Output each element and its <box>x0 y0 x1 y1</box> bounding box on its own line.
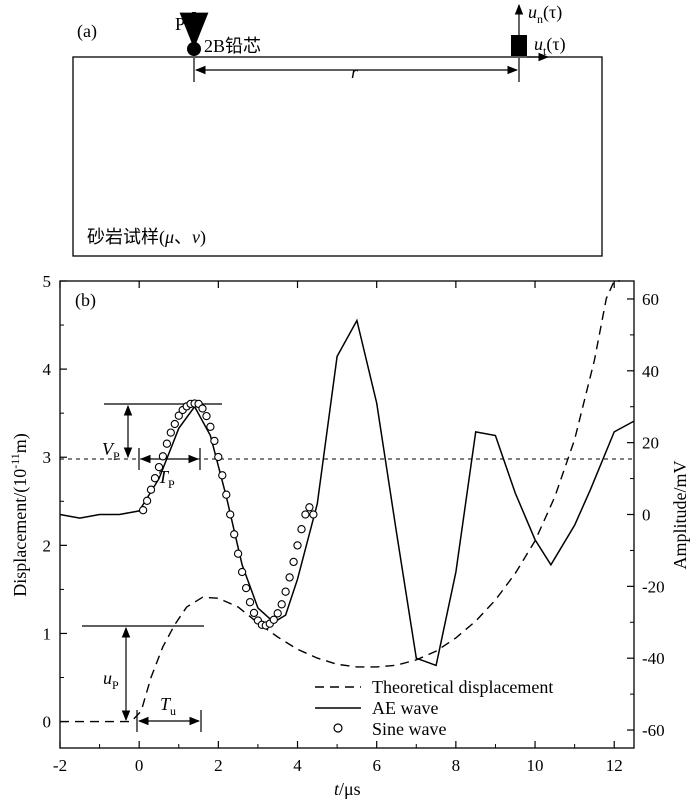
sine-marker <box>154 462 164 472</box>
un-tau-label: un(τ) <box>528 2 562 26</box>
left-axis-ticks: 0 1 2 3 4 5 <box>43 272 67 732</box>
load-label: P <box>175 14 185 34</box>
sine-marker <box>198 404 207 413</box>
sine-marker <box>241 583 251 593</box>
right-tick-label: 60 <box>642 290 659 309</box>
panel-a: (a) P 2B铅芯 un(τ) ut(τ) r 砂岩试样(μ、v) <box>72 2 603 257</box>
left-tick-label: 0 <box>43 713 52 732</box>
left-axis-label: Displacement/(10-11m) <box>8 433 31 597</box>
right-tick-label: 20 <box>642 434 659 453</box>
sine-marker <box>158 452 168 461</box>
legend: Theoretical displacement AE wave Sine wa… <box>315 677 553 739</box>
sine-marker <box>174 411 183 420</box>
legend-label-sine: Sine wave <box>372 719 446 739</box>
sine-marker <box>138 506 148 515</box>
right-tick-label: 0 <box>642 506 651 525</box>
sine-marker <box>293 541 302 550</box>
sine-marker <box>218 471 227 480</box>
sine-marker <box>222 490 231 499</box>
sine-marker <box>162 439 172 448</box>
panel-b-label: (b) <box>75 290 96 311</box>
tu-label: Tu <box>160 694 176 718</box>
specimen-label: 砂岩试样(μ、v) <box>87 227 206 248</box>
left-tick-label: 4 <box>43 360 52 379</box>
sensor-block <box>511 35 527 56</box>
up-label: uP <box>103 668 119 692</box>
specimen-rectangle <box>72 56 603 257</box>
x-tick-label: 6 <box>372 756 381 775</box>
ut-tau-label: ut(τ) <box>534 34 566 58</box>
sine-marker <box>289 557 298 567</box>
right-tick-label: 40 <box>642 362 659 381</box>
sine-marker <box>249 608 259 618</box>
sine-marker <box>230 530 239 539</box>
sine-marker <box>226 510 235 519</box>
left-tick-label: 1 <box>43 624 52 643</box>
sine-marker <box>146 485 156 494</box>
legend-label-ae: AE wave <box>372 698 438 718</box>
sine-marker <box>297 525 306 534</box>
x-tick-label: 12 <box>606 756 623 775</box>
distance-label: r <box>351 62 359 82</box>
sine-marker <box>166 428 175 437</box>
x-tick-label: 2 <box>214 756 223 775</box>
legend-label-displacement: Theoretical displacement <box>372 677 553 697</box>
sine-marker <box>150 474 160 483</box>
sine-marker <box>273 609 282 618</box>
x-tick-label: 10 <box>527 756 544 775</box>
sine-marker <box>233 549 243 558</box>
sine-marker <box>210 436 219 446</box>
sine-marker <box>142 496 152 505</box>
right-axis-ticks: -60 -40 -20 0 20 40 60 <box>627 290 665 740</box>
x-tick-label: 0 <box>135 756 144 775</box>
sine-marker <box>269 615 278 624</box>
lead-core-label: 2B铅芯 <box>204 36 261 56</box>
sine-marker <box>281 587 290 596</box>
lead-core-dot <box>187 42 201 56</box>
sine-marker <box>206 422 215 431</box>
vp-label: VP <box>102 439 120 463</box>
panel-a-label: (a) <box>77 21 97 42</box>
series-sine-wave <box>138 399 318 630</box>
left-tick-label: 3 <box>43 448 52 467</box>
sine-marker <box>245 598 255 607</box>
sine-marker <box>170 419 179 429</box>
right-axis-label: Amplitude/mV <box>670 461 690 570</box>
left-tick-label: 5 <box>43 272 52 291</box>
sine-marker <box>214 452 223 462</box>
x-tick-label: 8 <box>452 756 461 775</box>
right-tick-label: -40 <box>642 649 665 668</box>
left-tick-label: 2 <box>43 536 52 555</box>
sine-marker <box>301 510 310 519</box>
sine-marker <box>285 573 294 582</box>
series-ae-wave <box>59 318 635 667</box>
series-theoretical-displacement <box>60 280 621 723</box>
sine-marker <box>202 411 211 421</box>
sine-marker <box>309 510 318 519</box>
right-tick-label: -60 <box>642 721 665 740</box>
x-tick-label: -2 <box>53 756 67 775</box>
x-axis-label: t/μs <box>334 779 361 799</box>
sine-marker <box>305 503 314 512</box>
sine-marker <box>237 567 247 577</box>
right-tick-label: -20 <box>642 577 665 596</box>
x-tick-label: 4 <box>293 756 302 775</box>
sine-marker <box>277 600 286 609</box>
legend-circle-swatch <box>333 723 343 733</box>
x-axis-ticks: -2 0 2 4 6 8 10 12 <box>53 281 623 775</box>
